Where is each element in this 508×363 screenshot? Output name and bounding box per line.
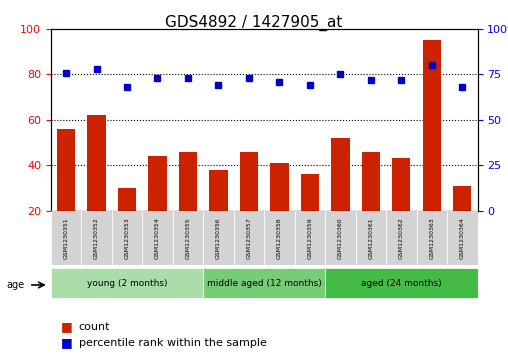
Bar: [264, 211, 295, 265]
Text: aged (24 months): aged (24 months): [361, 279, 441, 287]
Bar: [325, 269, 478, 298]
Bar: [423, 40, 441, 256]
Text: GSM1230352: GSM1230352: [94, 217, 99, 259]
Bar: [148, 156, 167, 256]
Text: ■: ■: [61, 320, 73, 333]
Text: GSM1230363: GSM1230363: [429, 217, 434, 259]
Text: GSM1230360: GSM1230360: [338, 217, 343, 258]
Text: GSM1230356: GSM1230356: [216, 217, 221, 258]
Bar: [447, 211, 478, 265]
Text: age: age: [6, 280, 24, 290]
Text: GSM1230362: GSM1230362: [399, 217, 404, 259]
Bar: [240, 152, 258, 256]
Text: count: count: [79, 322, 110, 332]
Bar: [234, 211, 264, 265]
Text: GSM1230351: GSM1230351: [64, 217, 69, 258]
Bar: [203, 211, 234, 265]
Bar: [301, 174, 319, 256]
Bar: [362, 152, 380, 256]
Text: GSM1230358: GSM1230358: [277, 217, 282, 258]
Bar: [325, 211, 356, 265]
Bar: [386, 211, 417, 265]
Text: percentile rank within the sample: percentile rank within the sample: [79, 338, 267, 348]
Text: GSM1230357: GSM1230357: [246, 217, 251, 259]
Bar: [453, 185, 471, 256]
Bar: [51, 269, 203, 298]
Text: GSM1230355: GSM1230355: [185, 217, 190, 258]
Text: GSM1230353: GSM1230353: [124, 217, 130, 259]
Bar: [81, 211, 112, 265]
Bar: [331, 138, 350, 256]
Bar: [87, 115, 106, 256]
Text: GSM1230364: GSM1230364: [460, 217, 465, 259]
Bar: [118, 188, 136, 256]
Text: GSM1230354: GSM1230354: [155, 217, 160, 259]
Bar: [173, 211, 203, 265]
Bar: [142, 211, 173, 265]
Bar: [392, 158, 410, 256]
Bar: [203, 269, 325, 298]
Bar: [417, 211, 447, 265]
Bar: [356, 211, 386, 265]
Bar: [179, 152, 197, 256]
Bar: [270, 163, 289, 256]
Text: middle aged (12 months): middle aged (12 months): [207, 279, 322, 287]
Text: GDS4892 / 1427905_at: GDS4892 / 1427905_at: [165, 15, 343, 31]
Text: GSM1230361: GSM1230361: [368, 217, 373, 258]
Bar: [57, 129, 75, 256]
Bar: [112, 211, 142, 265]
Text: GSM1230359: GSM1230359: [307, 217, 312, 259]
Bar: [295, 211, 325, 265]
Bar: [51, 211, 81, 265]
Bar: [209, 170, 228, 256]
Text: young (2 months): young (2 months): [87, 279, 167, 287]
Text: ■: ■: [61, 337, 73, 350]
